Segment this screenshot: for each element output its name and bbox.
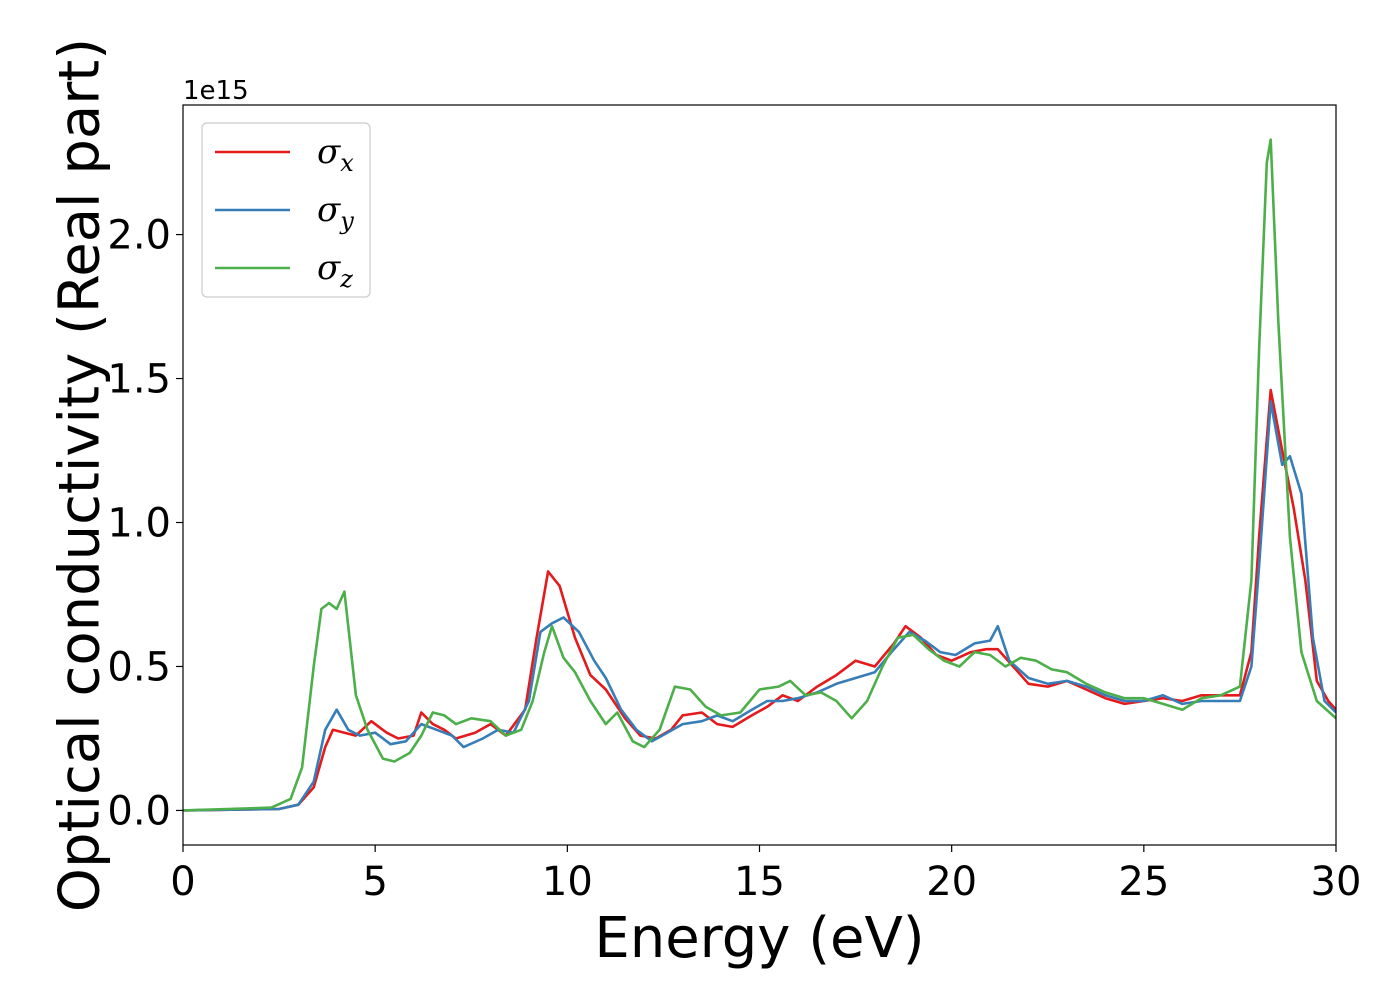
x-tick-label: 15 [734, 859, 785, 905]
x-tick-label: 25 [1118, 859, 1169, 905]
legend-label: σx [317, 132, 354, 177]
y-tick-label: 0.0 [107, 788, 171, 834]
series-line-sigma-y [183, 400, 1336, 812]
x-tick-label: 20 [926, 859, 977, 905]
x-tick-label: 5 [362, 859, 387, 905]
y-tick-label: 1.0 [107, 501, 171, 547]
y-offset-label: 1e15 [183, 76, 249, 106]
y-axis-ticks: 0.0 0.5 1.0 1.5 2.0 [107, 213, 183, 834]
x-tick-label: 0 [170, 859, 195, 905]
x-tick-label: 10 [542, 859, 593, 905]
y-axis-title: Optical conductivity (Real part) [48, 38, 113, 912]
x-axis-title: Energy (eV) [594, 906, 924, 971]
series-lines [183, 138, 1336, 812]
y-tick-label: 0.5 [107, 644, 171, 690]
x-tick-label: 30 [1311, 859, 1362, 905]
y-tick-label: 2.0 [107, 213, 171, 259]
series-line-sigma-z [183, 138, 1336, 812]
y-tick-label: 1.5 [107, 357, 171, 403]
x-axis-ticks: 0 5 10 15 20 25 30 [170, 845, 1361, 905]
